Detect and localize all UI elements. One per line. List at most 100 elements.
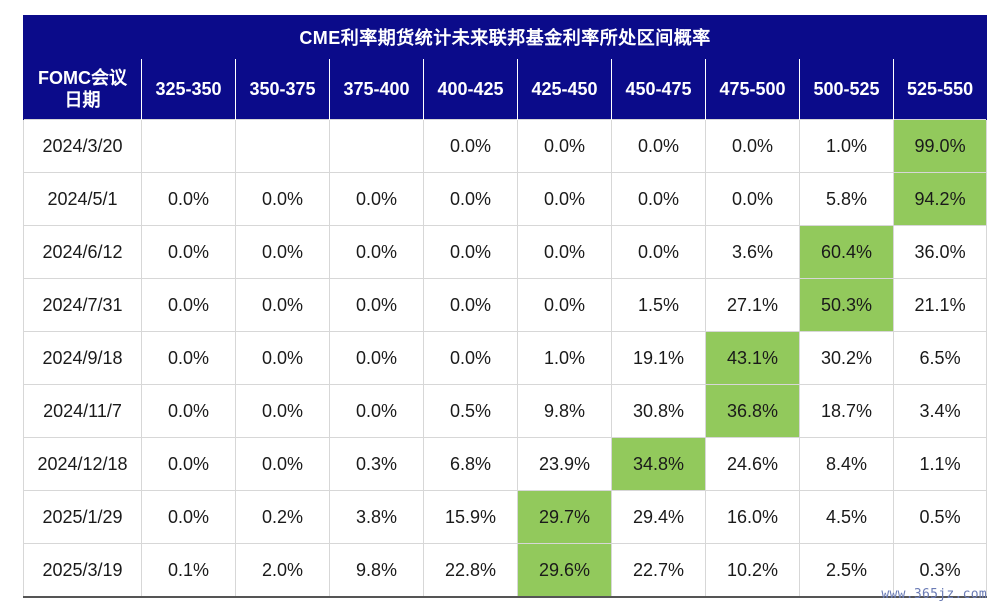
probability-cell [235,119,330,173]
probability-cell: 2.0% [235,543,330,598]
date-header-line2: 日期 [64,90,101,110]
probability-cell: 30.2% [799,331,894,385]
probability-cell: 0.3% [329,437,424,491]
probability-cell: 0.0% [423,172,518,226]
probability-cell-highlighted: 43.1% [705,331,800,385]
range-column-header: 375-400 [329,58,424,120]
probability-cell: 36.0% [892,225,988,279]
probability-cell: 0.0% [517,172,612,226]
table-row: 2024/3/20 0.0% 0.0% 0.0% 0.0% 1.0% 99.0% [23,119,988,173]
probability-cell: 0.0% [517,225,612,279]
probability-cell: 0.0% [705,119,800,173]
probability-cell-highlighted: 50.3% [799,278,894,332]
probability-cell: 0.0% [329,278,424,332]
probability-cell: 22.7% [611,543,706,598]
probability-cell: 0.0% [423,225,518,279]
meeting-date-cell: 2024/3/20 [23,119,142,173]
meeting-date-cell: 2024/9/18 [23,331,142,385]
probability-cell [329,119,424,173]
probability-cell: 10.2% [705,543,800,598]
probability-cell: 0.0% [235,278,330,332]
probability-cell: 22.8% [423,543,518,598]
probability-cell-highlighted: 60.4% [799,225,894,279]
range-column-header: 350-375 [235,58,330,120]
probability-cell: 0.5% [423,384,518,438]
probability-table: CME利率期货统计未来联邦基金利率所处区间概率 FOMC会议 日期 325-35… [22,15,988,598]
probability-cell: 29.4% [611,490,706,544]
date-header-line1: FOMC会议 [38,68,127,88]
probability-cell: 27.1% [705,278,800,332]
probability-cell: 0.0% [141,172,236,226]
probability-cell [141,119,236,173]
probability-cell: 0.0% [235,437,330,491]
table-row: 2024/7/31 0.0% 0.0% 0.0% 0.0% 0.0% 1.5% 27.1% 50… [23,278,988,332]
probability-cell-highlighted: 34.8% [611,437,706,491]
probability-cell: 0.0% [141,437,236,491]
meeting-date-cell: 2024/6/12 [23,225,142,279]
probability-cell: 18.7% [799,384,894,438]
probability-cell: 0.0% [141,225,236,279]
probability-cell: 9.8% [517,384,612,438]
probability-cell-highlighted: 99.0% [892,119,988,173]
probability-cell: 0.0% [141,490,236,544]
probability-cell: 0.0% [235,384,330,438]
probability-cell: 1.5% [611,278,706,332]
probability-cell: 15.9% [423,490,518,544]
probability-cell: 23.9% [517,437,612,491]
table-row: 2024/12/18 0.0% 0.0% 0.3% 6.8% 23.9% 34.8% 24.6… [23,437,988,491]
probability-cell: 8.4% [799,437,894,491]
probability-cell: 19.1% [611,331,706,385]
probability-cell: 0.0% [235,331,330,385]
probability-cell: 0.2% [235,490,330,544]
table-body: 2024/3/20 0.0% 0.0% 0.0% 0.0% 1.0% 99.0% 2024/5… [23,119,988,598]
probability-cell: 0.0% [611,119,706,173]
probability-cell: 0.0% [329,225,424,279]
probability-cell: 3.4% [892,384,988,438]
probability-cell: 0.0% [235,172,330,226]
probability-cell: 0.0% [141,278,236,332]
probability-cell: 0.0% [517,119,612,173]
probability-cell: 21.1% [892,278,988,332]
probability-cell: 0.0% [423,119,518,173]
table-row: 2024/9/18 0.0% 0.0% 0.0% 0.0% 1.0% 19.1% 43.1% 3… [23,331,988,385]
range-column-header: 500-525 [799,58,894,120]
probability-cell: 0.0% [423,278,518,332]
probability-cell-highlighted: 94.2% [892,172,988,226]
probability-cell: 0.3% [892,543,988,598]
probability-cell: 0.0% [329,331,424,385]
range-column-header: 425-450 [517,58,612,120]
probability-cell: 3.8% [329,490,424,544]
range-column-header: 525-550 [892,58,988,120]
probability-cell: 6.8% [423,437,518,491]
range-column-header: 475-500 [705,58,800,120]
probability-cell: 30.8% [611,384,706,438]
header-row: FOMC会议 日期 325-350 350-375 375-400 400-425 42… [23,58,988,120]
meeting-date-cell: 2025/3/19 [23,543,142,598]
probability-cell: 2.5% [799,543,894,598]
watermark: www.365jz.com [881,587,987,602]
probability-cell: 0.0% [423,331,518,385]
probability-cell: 1.0% [517,331,612,385]
meeting-date-cell: 2024/11/7 [23,384,142,438]
table-title: CME利率期货统计未来联邦基金利率所处区间概率 [22,15,988,59]
probability-cell: 0.0% [705,172,800,226]
probability-cell: 0.0% [329,384,424,438]
probability-cell: 0.0% [611,225,706,279]
probability-cell: 0.0% [235,225,330,279]
probability-cell: 0.0% [329,172,424,226]
table-row: 2024/11/7 0.0% 0.0% 0.0% 0.5% 9.8% 30.8% 36.8% 1… [23,384,988,438]
meeting-date-cell: 2024/5/1 [23,172,142,226]
probability-cell: 0.0% [141,331,236,385]
table-row: 2024/6/12 0.0% 0.0% 0.0% 0.0% 0.0% 0.0% 3.6% 60.… [23,225,988,279]
table-row: 2025/1/29 0.0% 0.2% 3.8% 15.9% 29.7% 29.4% 16.0… [23,490,988,544]
probability-cell: 24.6% [705,437,800,491]
probability-cell: 5.8% [799,172,894,226]
range-column-header: 325-350 [141,58,236,120]
meeting-date-cell: 2024/12/18 [23,437,142,491]
date-column-header: FOMC会议 日期 [23,58,142,120]
probability-cell: 6.5% [892,331,988,385]
probability-cell: 0.0% [517,278,612,332]
probability-cell: 1.0% [799,119,894,173]
probability-cell-highlighted: 36.8% [705,384,800,438]
probability-table-container: CME利率期货统计未来联邦基金利率所处区间概率 FOMC会议 日期 325-35… [22,15,988,598]
